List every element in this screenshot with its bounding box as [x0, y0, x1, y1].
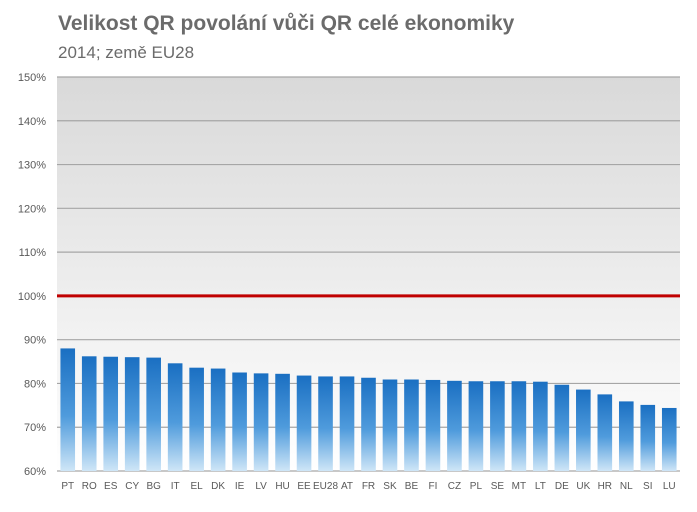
x-tick-label: HU	[275, 481, 289, 492]
x-tick-label: CZ	[448, 481, 461, 492]
bar-uk	[576, 389, 591, 471]
y-tick-label: 90%	[24, 335, 46, 347]
bar-ro	[81, 356, 97, 471]
x-tick-label: FR	[362, 481, 375, 492]
bar-eu28	[318, 376, 333, 471]
x-tick-label: NL	[620, 481, 633, 492]
x-tick-label: SK	[383, 481, 397, 492]
bar-el	[189, 367, 204, 471]
y-tick-label: 60%	[24, 466, 46, 478]
y-tick-label: 70%	[24, 422, 46, 434]
bar-cz	[447, 380, 462, 471]
bars	[60, 348, 677, 471]
bar-fi	[425, 379, 441, 471]
bar-be	[404, 379, 419, 471]
y-axis: 60% 70% 80% 90% 100% 110% 120% 130% 140% 150%	[18, 72, 46, 478]
x-tick-label: UK	[576, 481, 590, 492]
bar-ie	[232, 372, 247, 471]
x-tick-label: EU28	[313, 481, 338, 492]
bar-hr	[597, 394, 613, 471]
bar-nl	[618, 401, 634, 471]
x-tick-label: ES	[104, 481, 118, 492]
bar-es	[103, 356, 119, 471]
bar-hu	[275, 373, 290, 471]
y-tick-label: 110%	[19, 247, 47, 259]
x-tick-label: EL	[191, 481, 204, 492]
y-tick-label: 120%	[18, 203, 46, 215]
x-tick-label: BG	[146, 481, 161, 492]
y-tick-label: 140%	[18, 116, 46, 128]
bar-fr	[361, 377, 376, 471]
bar-dk	[210, 368, 226, 471]
x-tick-label: EE	[297, 481, 311, 492]
x-tick-label: LV	[255, 481, 267, 492]
y-tick-label: 150%	[18, 72, 46, 84]
x-tick-label: PL	[470, 481, 483, 492]
bar-at	[339, 376, 355, 471]
bar-cy	[124, 357, 140, 471]
bar-si	[640, 404, 656, 471]
y-tick-label: 130%	[18, 160, 46, 172]
chart-subtitle: 2014; země EU28	[58, 43, 195, 62]
x-axis: PT RO ES CY BG IT EL DK IE LV HU EE EU28 AT FR SK BE FI CZ…	[61, 481, 675, 492]
chart-title: Velikost QR povolání vůči QR celé ekonom…	[58, 12, 515, 35]
x-tick-label: RO	[82, 481, 97, 492]
bar-ee	[296, 375, 312, 471]
x-tick-label: BE	[405, 481, 419, 492]
x-tick-label: IE	[235, 481, 245, 492]
x-tick-label: DE	[555, 481, 569, 492]
x-tick-label: IT	[171, 481, 180, 492]
bar-it	[167, 363, 183, 471]
x-tick-label: FI	[429, 481, 438, 492]
bar-pl	[468, 381, 484, 471]
x-tick-label: LT	[535, 481, 546, 492]
bar-lu	[661, 407, 677, 471]
x-tick-label: AT	[341, 481, 353, 492]
bar-lt	[533, 381, 548, 471]
bar-lv	[253, 373, 269, 471]
bar-sk	[382, 379, 398, 471]
y-tick-label: 100%	[18, 291, 46, 303]
bar-de	[554, 384, 570, 471]
x-tick-label: MT	[512, 481, 526, 492]
x-tick-label: HR	[598, 481, 612, 492]
x-tick-label: SE	[491, 481, 505, 492]
x-tick-label: SI	[643, 481, 652, 492]
bar-mt	[511, 381, 527, 471]
y-tick-label: 80%	[24, 378, 46, 390]
x-tick-label: PT	[61, 481, 74, 492]
bar-pt	[60, 348, 76, 471]
bar-se	[490, 381, 505, 471]
x-tick-label: CY	[125, 481, 139, 492]
x-tick-label: LU	[663, 481, 676, 492]
x-tick-label: DK	[211, 481, 225, 492]
bar-bg	[146, 357, 161, 471]
